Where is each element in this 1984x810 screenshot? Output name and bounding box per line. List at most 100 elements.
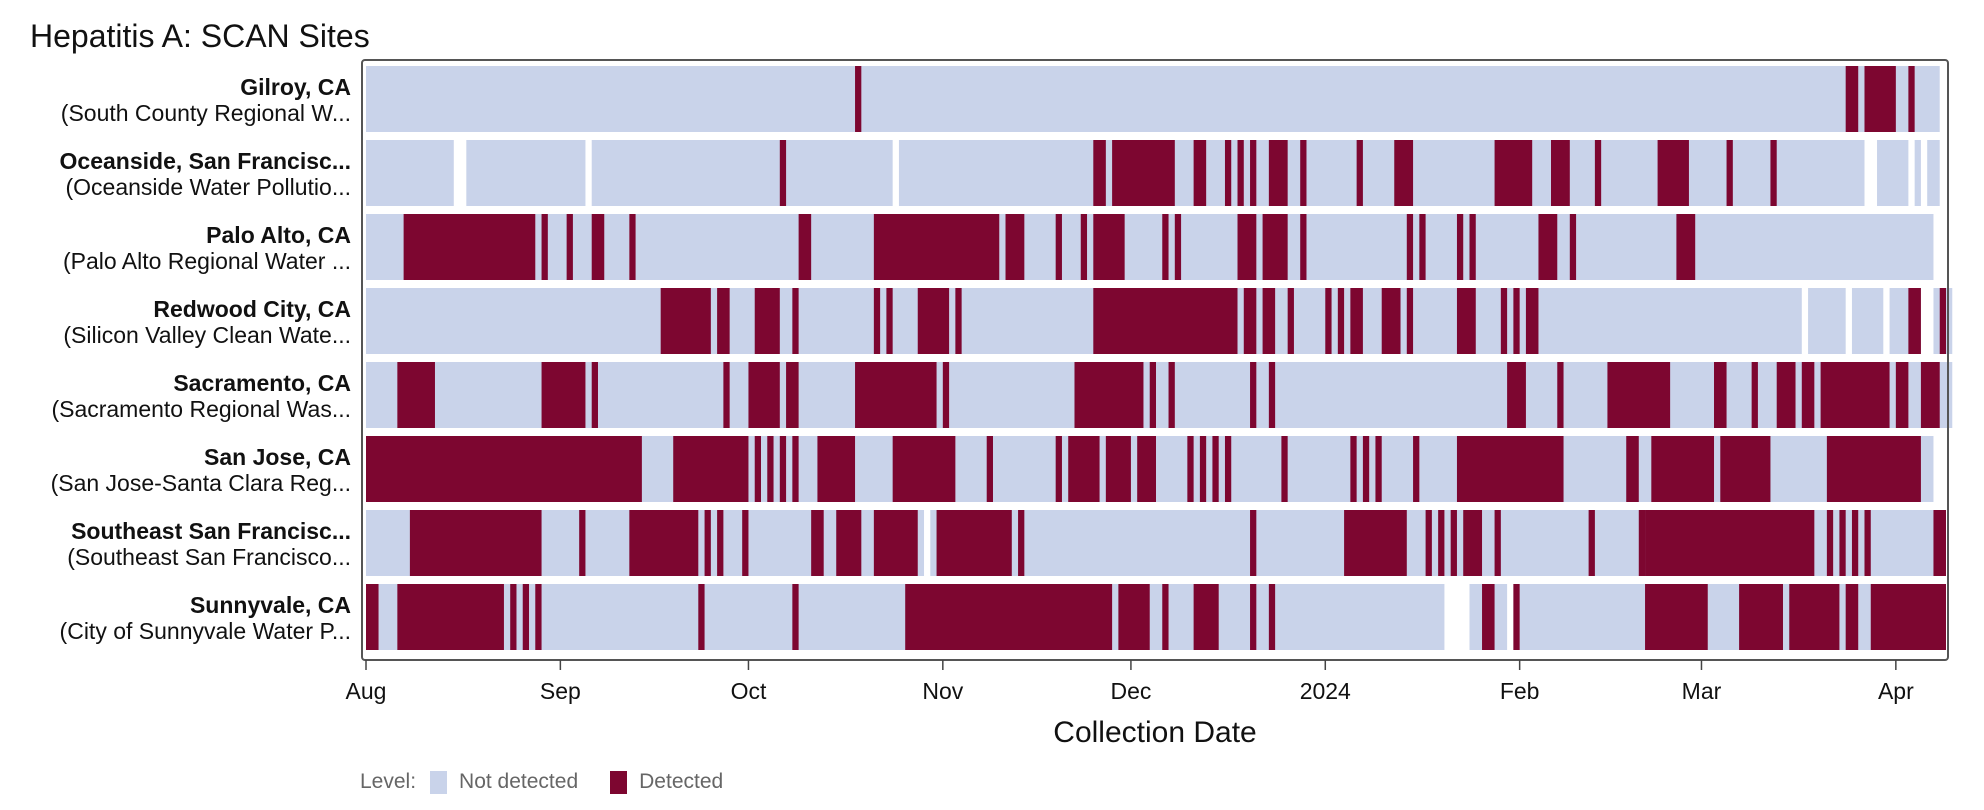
detected-cell (1187, 436, 1194, 502)
detected-cell (905, 584, 1113, 650)
detected-cell (942, 362, 950, 428)
detected-cell (873, 288, 881, 354)
detected-cell (1394, 140, 1414, 206)
detected-cell (1281, 436, 1288, 502)
not-detected-cell (1808, 288, 1846, 354)
detected-cell (1845, 584, 1859, 650)
detected-cell (855, 362, 937, 428)
detected-cell (1864, 66, 1896, 132)
detected-cell (1350, 288, 1363, 354)
detected-cell (873, 214, 1000, 280)
detected-cell (917, 288, 950, 354)
detected-cell (1080, 214, 1088, 280)
detected-cell (1262, 214, 1288, 280)
detected-cell (1425, 510, 1432, 576)
detected-cell (955, 288, 962, 354)
x-tick-label: Mar (1682, 678, 1722, 704)
detected-cell (1162, 214, 1169, 280)
detected-cell (1494, 140, 1533, 206)
detected-cell (1456, 436, 1564, 502)
detected-cell (1789, 584, 1840, 650)
not-detected-cell (1851, 288, 1884, 354)
detected-cell (541, 214, 548, 280)
detected-cell (1350, 436, 1357, 502)
not-detected-cell (366, 66, 1940, 132)
site-plant-label: (San Jose-Santa Clara Reg... (51, 470, 351, 496)
detected-cell (1525, 288, 1539, 354)
detected-cell (704, 510, 711, 576)
detected-cell (1250, 510, 1257, 576)
detected-cell (1826, 510, 1834, 576)
not-detected-cell (466, 140, 586, 206)
detected-cell (1287, 288, 1294, 354)
detected-cell (886, 288, 893, 354)
x-tick-label: Dec (1110, 678, 1151, 704)
detected-cell (1920, 362, 1940, 428)
site-row (366, 66, 1940, 132)
detected-cell (1456, 214, 1464, 280)
detected-cell (1482, 584, 1495, 650)
site-plant-label: (Palo Alto Regional Water ... (63, 248, 351, 274)
detected-cell (986, 436, 993, 502)
detected-cell (1638, 510, 1646, 576)
detected-cell (366, 436, 642, 502)
detected-cell (1224, 140, 1232, 206)
detected-cell (698, 584, 705, 650)
detected-cell (1851, 510, 1859, 576)
legend-swatch-detected (610, 770, 628, 794)
detected-cell (1419, 214, 1426, 280)
detected-cell (660, 288, 711, 354)
site-plant-label: (City of Sunnyvale Water P... (60, 618, 351, 644)
detected-cell (1538, 214, 1558, 280)
detected-cell (855, 66, 862, 132)
detected-cell (1193, 584, 1219, 650)
detected-cell (403, 214, 536, 280)
not-detected-cell (591, 140, 893, 206)
legend: Level: Not detected Detected (360, 770, 755, 794)
detected-cell (1093, 214, 1125, 280)
detected-cell (1250, 362, 1257, 428)
detected-cell (717, 288, 730, 354)
detected-cell (792, 584, 799, 650)
detected-cell (1651, 436, 1715, 502)
detected-cell (1908, 66, 1915, 132)
detected-cell (1093, 288, 1238, 354)
detected-cell (1112, 140, 1175, 206)
detected-cell (1645, 584, 1708, 650)
detected-cell (792, 288, 799, 354)
detected-cell (1726, 140, 1733, 206)
detected-cell (1105, 436, 1131, 502)
detected-cell (1864, 510, 1871, 576)
detected-cell (1055, 214, 1062, 280)
site-row (366, 288, 1953, 354)
detected-cell (1870, 584, 1946, 650)
detected-cell (1607, 362, 1671, 428)
detected-cell (1826, 436, 1921, 502)
detected-cell (1739, 584, 1783, 650)
x-tick-label: 2024 (1300, 678, 1351, 704)
detected-cell (1494, 510, 1501, 576)
detected-cell (754, 436, 761, 502)
x-axis: Aug Sep Oct Nov Dec 2024 Feb Mar Apr (346, 660, 1914, 704)
site-plant-label: (South County Regional W... (61, 100, 351, 126)
detected-cell (1162, 584, 1169, 650)
detected-cell (1168, 362, 1175, 428)
site-row (366, 510, 1946, 576)
site-name-label: Gilroy, CA (240, 74, 351, 100)
x-tick-label: Nov (922, 678, 963, 704)
detected-cell (1908, 288, 1921, 354)
detected-cell (673, 436, 749, 502)
detected-cell (892, 436, 956, 502)
detected-cell (836, 510, 862, 576)
detected-cell (811, 510, 824, 576)
not-detected-cell (366, 362, 1953, 428)
detected-cell (873, 510, 918, 576)
detected-cell (1362, 436, 1370, 502)
detected-cell (754, 288, 780, 354)
x-tick-label: Apr (1878, 678, 1914, 704)
site-name-label: Sacramento, CA (173, 370, 351, 396)
detected-cell (566, 214, 573, 280)
detected-cell (1594, 140, 1602, 206)
detected-cell (535, 584, 542, 650)
